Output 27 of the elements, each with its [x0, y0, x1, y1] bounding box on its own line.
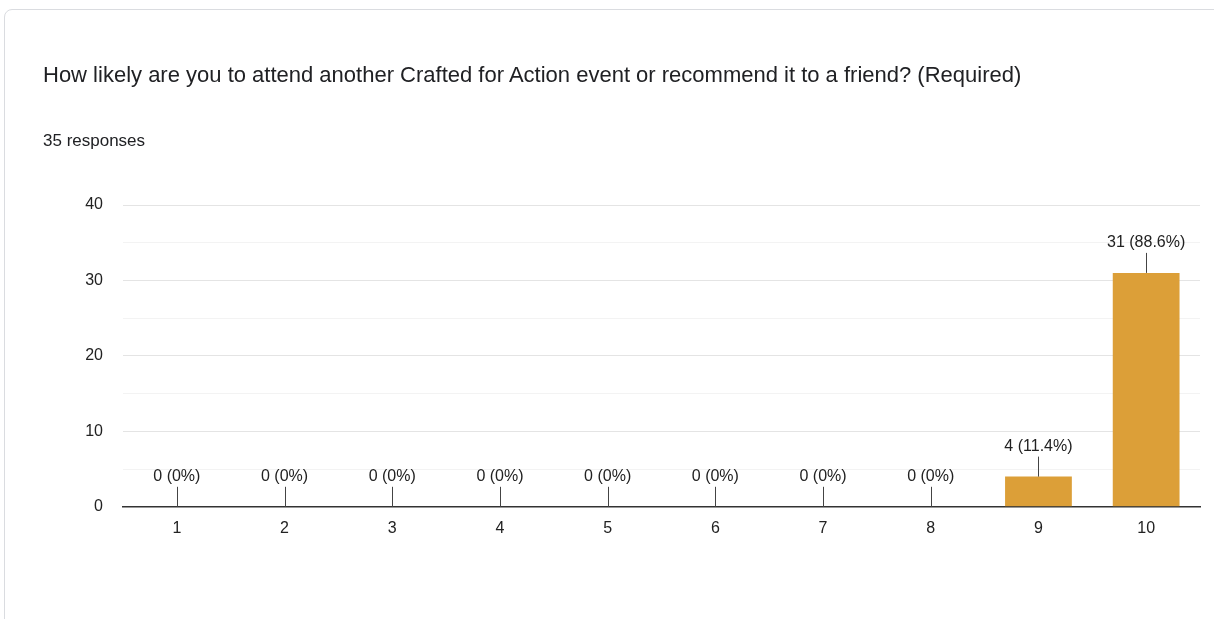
- data-label: 0 (0%): [799, 467, 847, 485]
- data-label: 0 (0%): [260, 467, 309, 485]
- data-label: 0 (0%): [476, 467, 524, 485]
- y-tick-label: 0: [94, 497, 104, 515]
- x-tick-label: 1: [172, 518, 182, 536]
- x-tick-label: 8: [926, 518, 936, 536]
- y-tick-label: 30: [85, 270, 104, 288]
- y-tick-label: 10: [85, 421, 104, 439]
- data-label: 0 (0%): [691, 467, 739, 485]
- y-tick-label: 40: [85, 195, 104, 213]
- x-tick-label: 7: [818, 518, 828, 536]
- x-tick-label: 10: [1137, 518, 1156, 536]
- data-label: 0 (0%): [153, 467, 201, 485]
- x-tick-label: 6: [710, 518, 720, 536]
- data-label: 0 (0%): [368, 467, 416, 485]
- data-label: 31 (88.6%): [1107, 233, 1186, 251]
- x-tick-label: 5: [603, 518, 613, 536]
- chart-title: How likely are you to attend another Crafted for Action event or recommend it to a friend? (Required): [43, 61, 1023, 89]
- x-tick-label: 2: [280, 518, 290, 536]
- x-tick-label: 9: [1034, 518, 1043, 536]
- y-tick-label: 20: [85, 346, 104, 364]
- x-tick-label: 4: [495, 518, 505, 536]
- x-tick-label: 3: [387, 518, 397, 536]
- data-label: 0 (0%): [584, 467, 632, 485]
- data-label: 0 (0%): [907, 467, 955, 485]
- data-label: 4 (11.4%): [1004, 437, 1073, 455]
- chart-subtitle: 35 responses: [43, 131, 146, 151]
